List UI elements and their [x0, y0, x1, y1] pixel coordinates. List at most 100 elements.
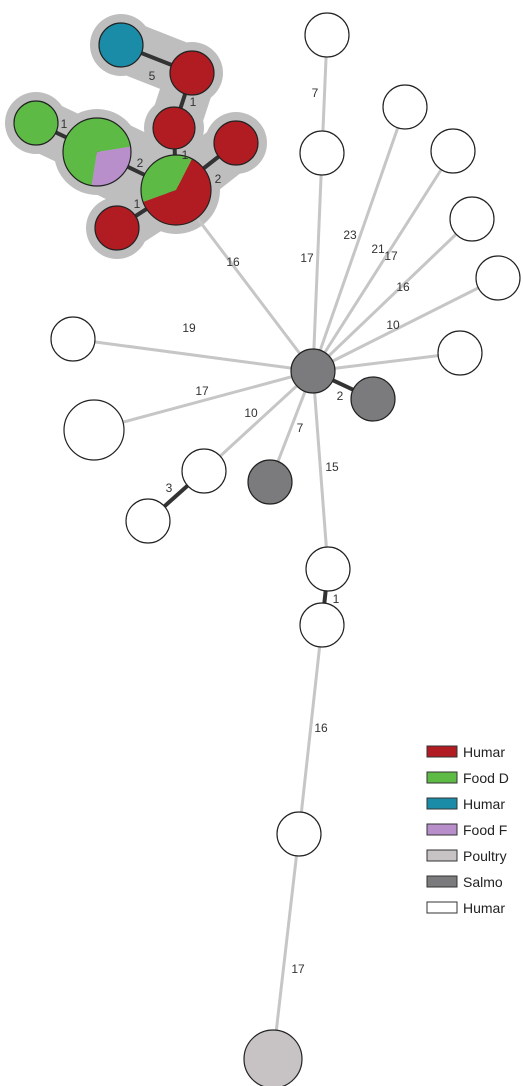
- edge-distance-label: 19: [182, 321, 196, 335]
- edge-distance-label: 1: [333, 592, 340, 606]
- edge-distance-label: 3: [166, 481, 173, 495]
- node-w-lo2: [125, 498, 171, 544]
- node-fill: [437, 330, 483, 376]
- node-fill: [13, 100, 59, 146]
- node-s-right: [350, 376, 396, 422]
- node-w-c3: [276, 811, 322, 857]
- node-n-red-top: [169, 50, 215, 96]
- node-w-r5: [437, 330, 483, 376]
- edge-line: [93, 369, 314, 432]
- node-outline: [140, 154, 212, 226]
- nodes: [13, 12, 521, 1086]
- edge-line: [312, 351, 461, 373]
- edge-distance-label: 17: [384, 249, 398, 263]
- edge-line: [311, 370, 330, 570]
- node-fill: [304, 12, 350, 58]
- edge-distance-label: 17: [195, 384, 209, 398]
- legend-swatch: [426, 771, 458, 784]
- edge-line: [271, 833, 301, 1060]
- node-p-bottom: [243, 1029, 303, 1086]
- edge-distance-label: 17: [300, 251, 314, 265]
- legend-label: Humar: [463, 900, 505, 916]
- node-n-blue: [98, 22, 144, 68]
- legend-swatch: [426, 823, 458, 836]
- node-fill: [299, 602, 345, 648]
- edge-distance-label: 1: [190, 95, 197, 109]
- node-w-l1: [50, 316, 96, 362]
- legend-swatch: [426, 849, 458, 862]
- legend-swatch: [426, 745, 458, 758]
- edge-distance-label: 2: [137, 156, 144, 170]
- node-n-red-right: [213, 120, 259, 166]
- node-fill: [430, 128, 476, 174]
- edge-distance-label: 10: [244, 406, 258, 420]
- edge-line: [72, 337, 314, 373]
- edge-line: [312, 276, 499, 373]
- legend: Humar Food D Humar Food F Poultry Salmo Humar: [426, 744, 509, 916]
- node-fill: [169, 50, 215, 96]
- node-w-c1: [305, 546, 351, 592]
- node-fill: [305, 546, 351, 592]
- legend-item: Humar: [426, 744, 505, 760]
- edge-distance-label: 10: [386, 318, 400, 332]
- edge-line: [311, 217, 474, 373]
- node-n-red-mid: [152, 106, 196, 150]
- node-pie-slice: [141, 155, 192, 202]
- node-fill: [181, 448, 227, 494]
- node-hub: [290, 348, 336, 394]
- node-n-green: [13, 100, 59, 146]
- node-fill: [276, 811, 322, 857]
- node-w-7: [299, 130, 345, 176]
- edge-distance-label: 16: [396, 280, 410, 294]
- node-fill: [50, 316, 96, 362]
- node-pie-slice: [63, 118, 131, 186]
- edge-distance-label: 15: [325, 460, 339, 474]
- node-w-lo1: [181, 448, 227, 494]
- node-w-top: [304, 12, 350, 58]
- node-w-r2: [430, 128, 476, 174]
- edge-distance-label: 23: [343, 228, 357, 242]
- edge-line: [311, 150, 455, 372]
- node-n-red-low: [94, 205, 140, 251]
- legend-label: Salmo: [463, 874, 503, 890]
- edge-distance-label: 17: [291, 962, 305, 976]
- node-pie-slice: [143, 158, 211, 225]
- edge-line: [174, 189, 315, 372]
- legend-label: Poultry: [463, 848, 507, 864]
- legend-label: Food F: [463, 822, 507, 838]
- node-fill: [94, 205, 140, 251]
- legend-item: Humar: [426, 900, 505, 916]
- legend-swatch: [426, 797, 458, 810]
- node-fill: [152, 106, 196, 150]
- node-s-low: [247, 459, 293, 505]
- edge-distance-label: 1: [182, 148, 189, 162]
- edge-distance-label: 5: [149, 69, 156, 83]
- edge-line: [311, 152, 324, 372]
- edge-distance-label: 16: [314, 721, 328, 735]
- node-fill: [350, 376, 396, 422]
- legend-item: Food D: [426, 770, 509, 786]
- edge-distance-label: 1: [134, 197, 141, 211]
- legend-label: Food D: [463, 770, 509, 786]
- node-fill: [63, 399, 125, 461]
- edge-distance-label: 7: [297, 421, 304, 435]
- edge-line: [202, 369, 315, 473]
- node-n-bigmix: [140, 154, 212, 226]
- node-fill: [299, 130, 345, 176]
- node-pie-slice: [91, 146, 131, 187]
- node-fill: [213, 120, 259, 166]
- edge-distance-label: 16: [226, 255, 240, 269]
- edge-distance-label: 1: [61, 117, 68, 131]
- legend-swatch: [426, 875, 458, 888]
- legend-label: Humar: [463, 796, 505, 812]
- node-fill: [475, 255, 521, 301]
- edge-line: [297, 624, 324, 835]
- legend-swatch: [426, 901, 458, 914]
- node-w-r3: [449, 196, 495, 242]
- node-fill: [247, 459, 293, 505]
- node-w-r1: [382, 84, 428, 130]
- node-n-leftmix: [62, 117, 132, 187]
- legend-item: Humar: [426, 796, 505, 812]
- node-fill: [290, 348, 336, 394]
- legend-item: Food F: [426, 822, 507, 838]
